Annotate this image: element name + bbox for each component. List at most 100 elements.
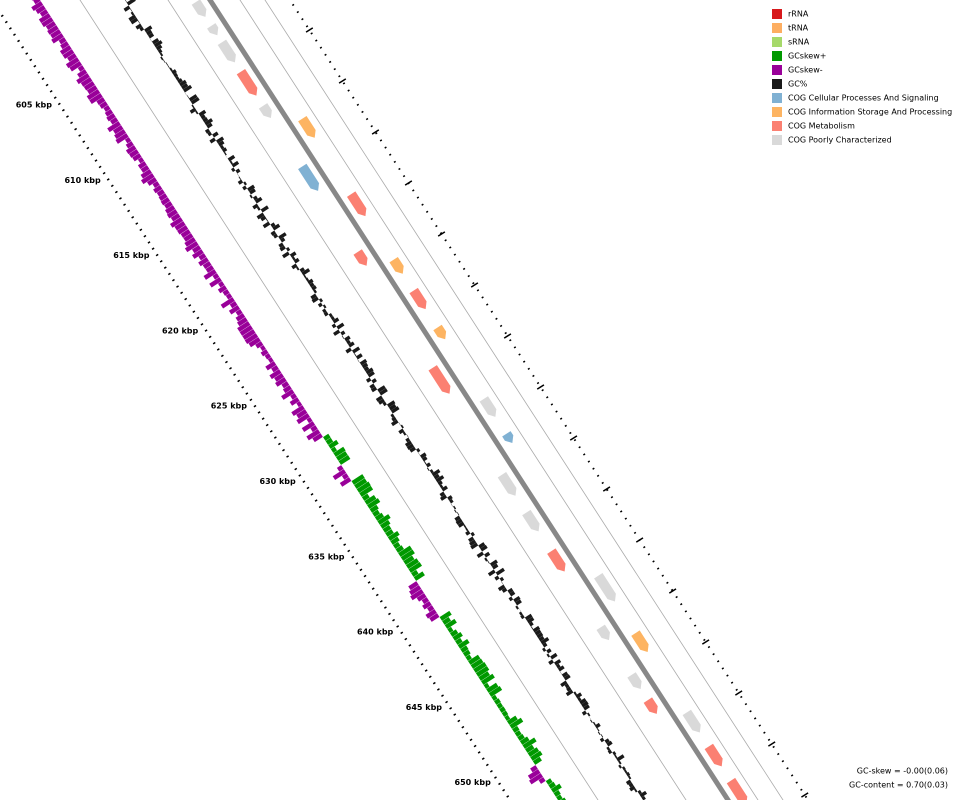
gc-skew-bar [312, 433, 323, 443]
ruler-label: 635 kbp [308, 552, 345, 561]
gc-skew-bar [470, 658, 484, 669]
gc-skew-bar [281, 389, 295, 400]
track-line [79, 0, 599, 800]
gc-content-bar [310, 293, 317, 300]
gc-content-bar [262, 221, 271, 229]
gc-content-bar [431, 469, 441, 477]
gc-content-bar [195, 110, 199, 115]
gc-skew-bar [60, 41, 70, 50]
gc-content-bar [317, 302, 323, 308]
gc-content-bar [491, 563, 499, 570]
gc-content-bar [509, 590, 516, 597]
gc-content-bar [606, 740, 613, 747]
gc-content-bar [189, 107, 197, 114]
gc-content-bar [175, 75, 180, 81]
gc-skew-bar [382, 525, 392, 533]
gc-skew-bar [339, 477, 352, 487]
gc-content-bar [388, 403, 397, 411]
gc-content-bar [235, 168, 241, 174]
gc-skew-bar [152, 181, 160, 188]
gc-skew-bar [58, 37, 67, 45]
gc-skew-bar [184, 241, 199, 253]
gc-content-bar [169, 67, 173, 72]
gc-skew-bar [237, 321, 251, 332]
gc-skew-bar [369, 504, 379, 513]
gc-skew-bar [504, 714, 511, 721]
gc-skew-bar [550, 783, 562, 793]
major-tick [470, 282, 479, 288]
tick-dots [288, 0, 810, 800]
legend-swatch [772, 135, 782, 145]
gc-content-bar [159, 52, 164, 57]
gc-skew-bar [115, 133, 129, 144]
gene-feature [236, 68, 258, 96]
gc-content-bar [634, 788, 638, 793]
gc-content-bar [550, 652, 558, 660]
legend-label: GC% [788, 80, 808, 89]
gc-skew-bar [351, 474, 365, 485]
gene-feature [217, 39, 236, 63]
gc-content-bar [313, 289, 318, 294]
gc-content-bar [419, 452, 427, 459]
gc-content-bar [221, 147, 228, 153]
gc-skew-bar [107, 121, 121, 133]
gc-content-bar [616, 754, 625, 762]
gc-skew-bar [86, 85, 98, 95]
gc-content-bar [398, 428, 405, 435]
legend-label: tRNA [788, 24, 809, 33]
gc-content-bar [377, 385, 386, 393]
gene-feature [258, 103, 272, 118]
major-tick [668, 588, 677, 594]
gene-feature [594, 573, 616, 602]
gc-skew-bar [222, 289, 230, 296]
gc-skew-bar [447, 626, 454, 633]
gc-skew-bar [80, 77, 93, 87]
gc-skew-bar [235, 313, 246, 322]
gc-content-bar [546, 648, 552, 654]
major-tick [800, 792, 809, 798]
gc-content-bar [229, 160, 234, 165]
gc-content-bar [280, 237, 286, 243]
major-tick [602, 486, 611, 492]
gc-content-bar [452, 505, 457, 510]
gc-content-bar [560, 680, 568, 688]
legend-label: GCskew- [788, 66, 823, 75]
gc-skew-bar [147, 177, 158, 186]
gc-content-bar [405, 437, 411, 443]
gc-content-bar [494, 575, 500, 581]
gc-skew-bar [408, 561, 423, 573]
gc-content-bar [135, 23, 143, 30]
legend-swatch [772, 51, 782, 61]
gc-content-bar [260, 215, 267, 222]
gc-skew-bar [427, 605, 435, 612]
gc-content-bar [336, 322, 345, 330]
gc-content-bar [639, 790, 648, 798]
gc-skew-bar [488, 686, 503, 697]
gc-content-bar [303, 274, 307, 279]
gc-content-bar [439, 484, 444, 489]
gc-skew-bar [35, 5, 46, 14]
gc-content-bar [454, 509, 457, 514]
gc-content-bar [309, 282, 315, 288]
gc-skew-bar [183, 233, 194, 242]
gc-content-bar [198, 109, 207, 117]
gc-skew-bar [198, 253, 207, 261]
ruler-dots [0, 10, 512, 800]
gc-skew-bar [514, 730, 522, 737]
gc-content-bar [311, 285, 317, 291]
gc-content-bar [618, 760, 622, 765]
gc-content-bar [191, 104, 195, 109]
gc-skew-bar [271, 365, 279, 373]
gc-skew-bar [180, 229, 191, 238]
gc-skew-bar [457, 639, 470, 649]
gc-content-bar [371, 378, 377, 384]
backbone [207, 0, 731, 800]
gc-content-bar [331, 323, 337, 329]
gc-content-bar [555, 663, 561, 669]
gc-content-bar [333, 329, 341, 336]
gc-content-bar [179, 79, 187, 87]
legend-swatch [772, 107, 782, 117]
gc-content-bar [614, 754, 618, 759]
gc-skew-bar [452, 631, 463, 641]
gc-content-bar [318, 298, 324, 303]
